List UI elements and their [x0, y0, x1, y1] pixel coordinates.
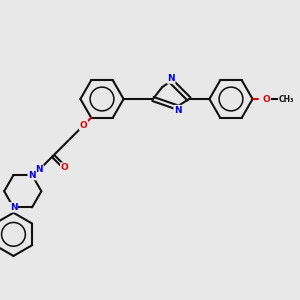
Text: N: N: [35, 165, 43, 174]
Text: O: O: [61, 163, 69, 172]
Text: N: N: [10, 203, 17, 212]
Text: CH₃: CH₃: [279, 94, 294, 103]
Text: N: N: [167, 74, 175, 83]
Text: N: N: [174, 106, 182, 115]
Text: O: O: [80, 121, 87, 130]
Text: O: O: [262, 94, 270, 103]
Text: N: N: [28, 171, 36, 180]
